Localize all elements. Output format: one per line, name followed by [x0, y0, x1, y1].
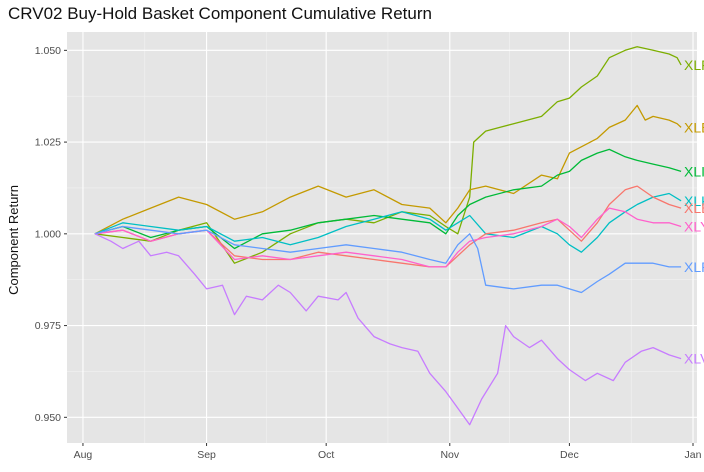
- x-tick-label: Sep: [197, 449, 216, 461]
- series-label-xlb: XLB: [684, 200, 704, 216]
- series-label-xlf: XLF: [684, 57, 704, 73]
- x-axis-ticks: Aug Sep Oct Nov Dec Jan: [74, 443, 702, 461]
- series-label-xly: XLY: [684, 218, 704, 234]
- major-gridlines: [67, 32, 697, 443]
- series-label-xli: XLI: [684, 163, 704, 179]
- series-line-xlf: [94, 46, 682, 264]
- y-axis-title: Component Return: [6, 185, 21, 295]
- x-tick-label: Nov: [440, 449, 459, 461]
- series-line-xlv: [94, 233, 682, 426]
- minor-gridlines: [67, 32, 697, 443]
- series-line-xle: [94, 104, 682, 235]
- y-tick-label: 1.025: [35, 137, 61, 149]
- x-tick-label: Dec: [560, 449, 579, 461]
- series-label-xlp: XLP: [684, 259, 704, 275]
- series-line-xli: [94, 148, 682, 250]
- chart-title: CRV02 Buy-Hold Basket Component Cumulati…: [8, 4, 432, 23]
- x-tick-label: Aug: [74, 449, 93, 461]
- series-line-xlb: [94, 185, 682, 268]
- series-label-xle: XLE: [684, 119, 704, 135]
- series-label-xlk: XLK: [684, 193, 704, 209]
- series-line-xlk: [94, 192, 682, 253]
- y-tick-label: 1.000: [35, 228, 61, 240]
- series-end-labels: XLF XLE XLI XLKXLB XLY XLP XLV: [684, 57, 704, 367]
- y-tick-label: 0.950: [35, 412, 61, 424]
- series-label-xlv: XLV: [684, 351, 704, 367]
- y-axis-ticks: 0.950 0.975 1.000 1.025 1.050: [35, 45, 67, 424]
- plot-panel: [67, 32, 697, 443]
- x-tick-label: Oct: [318, 449, 334, 461]
- series-line-xly: [94, 207, 682, 268]
- y-tick-label: 1.050: [35, 45, 61, 57]
- series-lines: [94, 46, 682, 426]
- x-tick-label: Jan: [685, 449, 702, 461]
- y-tick-label: 0.975: [35, 320, 61, 332]
- series-line-xlp: [94, 225, 682, 294]
